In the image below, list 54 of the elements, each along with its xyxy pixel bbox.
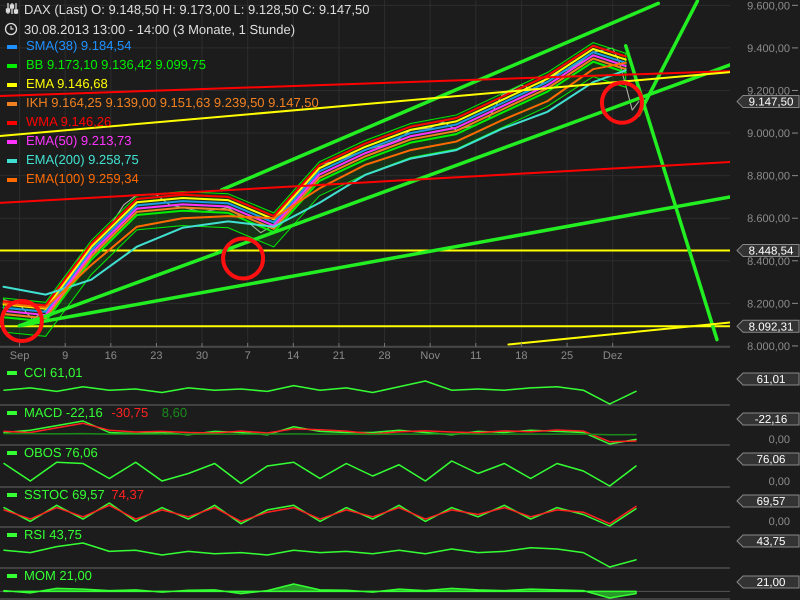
series-label: 8,60 xyxy=(162,405,188,420)
text: 9.147,50 xyxy=(748,96,794,109)
x-tick-label: 28 xyxy=(378,350,391,362)
x-tick-label: 25 xyxy=(560,350,574,362)
x-tick-label: 30 xyxy=(196,350,208,362)
ref-line-label: 8.092,31 xyxy=(748,321,794,334)
legend-label: WMA 9.146,26 xyxy=(26,114,112,129)
text: 0,00 xyxy=(768,476,790,488)
x-tick-label: 11 xyxy=(470,350,482,362)
legend-label: IKH 9.164,25 9.139,00 9.151,63 9.239,50 9.147,50 xyxy=(26,95,319,110)
text: 0,00 xyxy=(768,516,790,528)
x-tick-label: Dez xyxy=(602,350,622,362)
y-tick-label: 8.200,00 xyxy=(747,298,790,310)
legend-label: EMA(100) 9.259,34 xyxy=(26,171,139,186)
legend-label: SMA(38) 9.184,54 xyxy=(26,38,132,53)
series-label: -30,75 xyxy=(111,405,148,420)
legend-label: OBOS 76,06 xyxy=(24,445,98,460)
text: 30.08.2013 13:00 - 14:00 (3 Monate, 1 Stunde) xyxy=(24,22,296,37)
x-tick-label: 21 xyxy=(332,350,346,362)
text: 43,75 xyxy=(756,536,786,548)
legend-label: EMA 9.146,68 xyxy=(26,76,108,91)
ref-line-label: 8.448,54 xyxy=(748,245,794,258)
x-tick-label: 18 xyxy=(515,350,528,362)
text: 76,06 xyxy=(756,454,786,466)
y-tick-label: 9.400,00 xyxy=(747,42,790,55)
y-tick-label: 9.600,00 xyxy=(747,0,790,12)
y-tick-label: 9.200,00 xyxy=(747,85,790,98)
legend-label: CCI 61,01 xyxy=(24,365,83,380)
x-tick-label: 7 xyxy=(244,350,251,362)
y-tick-label: 8.000,00 xyxy=(747,340,790,353)
text: 0,00 xyxy=(768,434,790,446)
legend-label: RSI 43,75 xyxy=(24,527,82,542)
x-tick-label: Nov xyxy=(420,350,440,362)
y-tick-label: 9.000,00 xyxy=(747,128,790,140)
text: 61,01 xyxy=(756,374,786,386)
legend-label: EMA(200) 9.258,75 xyxy=(26,152,139,167)
x-tick-label: 9 xyxy=(62,350,68,362)
x-tick-label: 16 xyxy=(104,350,117,362)
legend-label: SSTOC 69,57 xyxy=(24,487,105,502)
legend-label: BB 9.173,10 9.136,42 9.099,75 xyxy=(26,57,206,72)
text: 21,00 xyxy=(756,577,786,589)
text: -22,16 xyxy=(754,414,788,426)
y-tick-label: 8.800,00 xyxy=(747,170,790,183)
chart-title: DAX (Last) O: 9.148,50 H: 9.173,00 L: 9.128,50 C: 9.147,50 xyxy=(24,2,370,17)
legend-label: MOM 21,00 xyxy=(24,568,92,583)
legend-label: MACD -22,16 xyxy=(24,405,103,420)
y-tick-label: 8.600,00 xyxy=(747,213,790,226)
text: 69,57 xyxy=(756,496,786,508)
y-tick-label: 8.400,00 xyxy=(747,256,790,268)
x-tick-label: Sep xyxy=(10,350,30,362)
legend-label: EMA(50) 9.213,73 xyxy=(26,133,132,148)
x-tick-label: 23 xyxy=(150,350,163,362)
x-tick-label: 14 xyxy=(287,350,300,362)
series-label: 74,37 xyxy=(111,487,144,502)
